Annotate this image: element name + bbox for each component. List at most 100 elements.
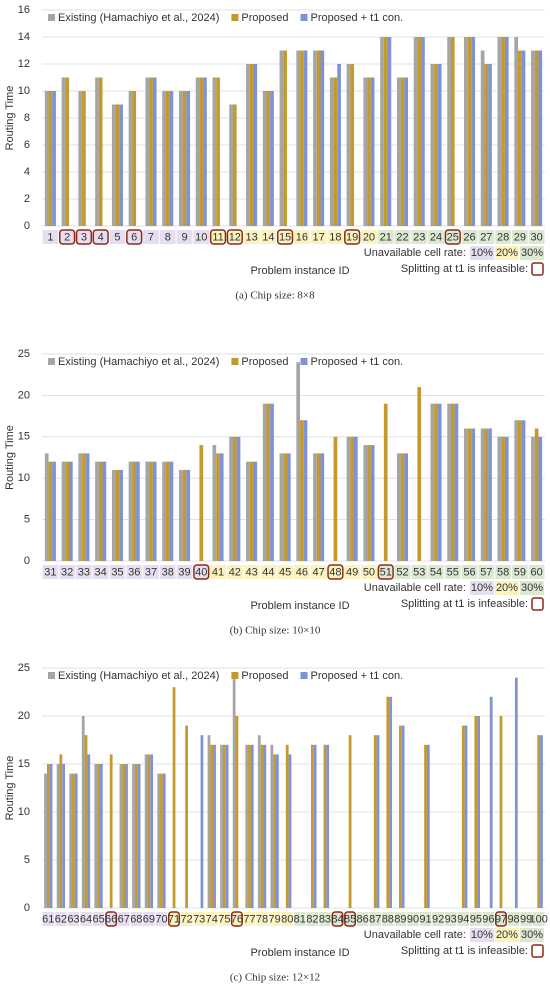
bar (367, 445, 371, 561)
x-tick-label: 61 (42, 913, 54, 925)
category-background (428, 230, 444, 244)
category-background (143, 565, 159, 579)
x-tick-label: 18 (329, 231, 341, 243)
x-tick-label: 87 (369, 913, 381, 925)
category-background (126, 230, 143, 244)
bar (48, 461, 53, 561)
bar (346, 64, 351, 226)
y-tick-label: 15 (18, 431, 30, 443)
category-background (356, 912, 369, 926)
category-background (193, 565, 210, 579)
infeasible-legend-box (531, 597, 544, 611)
category-background (369, 912, 382, 926)
infeasible-box (377, 564, 394, 580)
bar (178, 91, 183, 226)
x-tick-label: 85 (344, 913, 356, 925)
bar (333, 436, 338, 561)
x-tick-label: 26 (463, 231, 475, 243)
rate-swatch (494, 246, 519, 260)
bar (471, 37, 476, 226)
category-background (109, 565, 126, 579)
bar (400, 77, 405, 226)
legend-label: Proposed (241, 12, 288, 24)
category-background (159, 230, 176, 244)
x-tick-label: 22 (396, 231, 408, 243)
category-background (495, 565, 511, 579)
bar (354, 436, 358, 561)
category-background (76, 565, 92, 579)
x-tick-label: 37 (145, 566, 157, 578)
bar (186, 91, 191, 226)
x-tick-label: 76 (231, 913, 243, 925)
x-tick-label: 32 (61, 566, 73, 578)
bar (74, 773, 78, 908)
bar (144, 754, 148, 908)
bar (521, 50, 526, 226)
x-tick-label: 34 (95, 566, 107, 578)
x-tick-label: 92 (432, 913, 444, 925)
rate-label: 10% (471, 247, 493, 259)
category-background (92, 912, 105, 926)
bar (235, 716, 239, 908)
rate-label: 30% (521, 247, 543, 259)
infeasible-box (444, 229, 461, 245)
x-tick-label: 47 (313, 566, 325, 578)
x-tick-label: 91 (419, 913, 431, 925)
rate-swatch (469, 246, 494, 260)
category-background (59, 565, 76, 579)
bar (132, 461, 137, 561)
category-background (268, 912, 281, 926)
y-tick-label: 16 (18, 4, 30, 16)
x-axis-title: Problem instance ID (250, 265, 349, 277)
x-tick-label: 7 (148, 231, 154, 243)
category-background (277, 565, 293, 579)
legend-swatch (48, 672, 55, 679)
bar (236, 436, 241, 561)
x-tick-label: 43 (245, 566, 257, 578)
x-tick-label: 63 (67, 913, 79, 925)
bar (417, 387, 422, 561)
x-tick-label: 20 (363, 231, 375, 243)
infeasible-box (126, 229, 143, 245)
bar (276, 754, 279, 908)
category-background (444, 912, 457, 926)
bar (262, 91, 267, 226)
category-background (243, 230, 260, 244)
bar (270, 403, 274, 561)
x-tick-label: 57 (480, 566, 492, 578)
x-tick-label: 45 (279, 566, 291, 578)
bar (262, 403, 267, 561)
bar (417, 37, 422, 226)
x-tick-label: 13 (245, 231, 257, 243)
caption: (a) Chip size: 8×8 (235, 290, 315, 302)
category-background (168, 912, 180, 926)
bar (303, 50, 308, 226)
category-background (42, 230, 59, 244)
x-tick-label: 83 (319, 913, 331, 925)
y-tick-label: 14 (18, 31, 30, 43)
bar (165, 91, 170, 226)
x-tick-label: 35 (111, 566, 123, 578)
bar (521, 420, 526, 561)
x-tick-label: 40 (195, 566, 207, 578)
x-tick-label: 27 (480, 231, 492, 243)
category-background (226, 230, 243, 244)
x-tick-label: 70 (155, 913, 167, 925)
bar (518, 420, 522, 561)
bar (152, 461, 157, 561)
bar (471, 428, 476, 561)
bar (94, 764, 98, 908)
infeasible-box (276, 229, 294, 245)
x-tick-label: 4 (98, 231, 104, 243)
bar (122, 764, 126, 908)
category-background (478, 230, 495, 244)
bar (115, 469, 120, 561)
legend-label: Proposed (241, 356, 288, 368)
infeasible-legend-box (531, 944, 544, 958)
x-tick-label: 48 (329, 566, 341, 578)
bar (128, 91, 133, 226)
caption: (b) Chip size: 10×10 (230, 625, 321, 637)
rate-note: Unavailable cell rate: (364, 247, 466, 259)
rate-swatch (494, 581, 519, 595)
legend-swatch (48, 358, 55, 365)
